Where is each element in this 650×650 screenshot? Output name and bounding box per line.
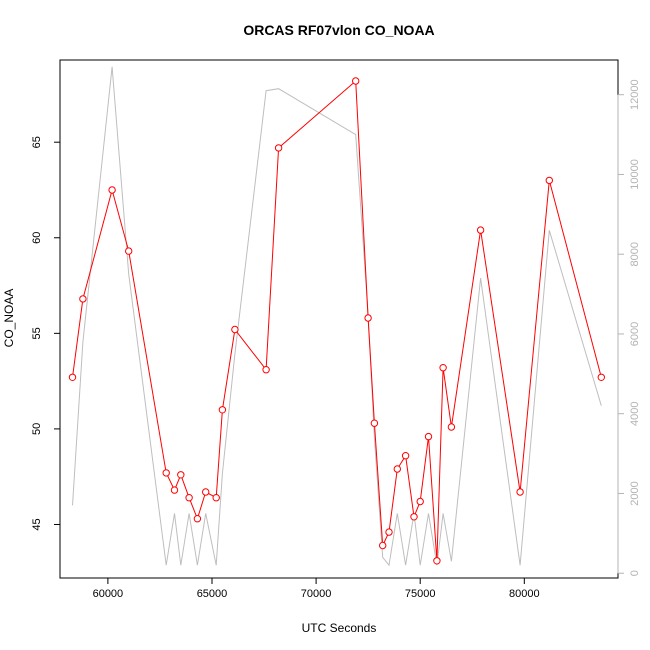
co-noaa-data-point — [424, 432, 433, 441]
co-noaa-data-point — [177, 471, 185, 479]
y2-tick-label: 8000 — [629, 242, 641, 266]
y2-tick-label: 0 — [629, 570, 641, 576]
y-axis-label: CO_NOAA — [2, 289, 16, 348]
y-tick-label: 60 — [31, 232, 43, 244]
co-noaa-data-point — [262, 366, 270, 374]
co-noaa-data-point — [416, 497, 424, 506]
co-noaa-data-point — [379, 541, 387, 550]
co-noaa-data-point — [218, 406, 227, 414]
co-noaa-data-point — [447, 423, 456, 431]
co-noaa-data-point — [410, 513, 418, 521]
y2-tick-label: 12000 — [629, 79, 641, 110]
co-noaa-data-point — [193, 515, 202, 523]
chart-title: ORCAS RF07vlon CO_NOAA — [243, 22, 434, 38]
co-noaa-data-point — [274, 144, 283, 152]
y-axis-left: 45 50 55 60 65 — [31, 136, 61, 531]
x-tick-label: 70000 — [301, 588, 332, 600]
y2-tick-label: 4000 — [629, 401, 641, 425]
co-noaa-data-point — [162, 469, 170, 477]
x-tick-label: 75000 — [405, 588, 436, 600]
y-tick-label: 65 — [31, 136, 43, 148]
co-noaa-data-point — [364, 314, 372, 322]
x-axis: 60000 65000 70000 75000 80000 — [93, 577, 540, 600]
secondary-series-line — [72, 66, 602, 567]
co-noaa-data-point — [68, 373, 77, 381]
co-noaa-data-point — [476, 226, 485, 234]
co-noaa-data-point — [79, 295, 87, 303]
plot-frame — [59, 59, 619, 579]
x-tick-label: 65000 — [197, 588, 228, 600]
co-noaa-data-point — [370, 419, 379, 427]
co-noaa-data-point — [108, 186, 116, 194]
co-noaa-data-point — [202, 488, 210, 496]
co-noaa-data-point — [433, 557, 441, 565]
co-noaa-data-point — [597, 373, 605, 381]
y2-tick-label: 10000 — [629, 159, 641, 190]
y-tick-label: 45 — [31, 518, 43, 530]
y-axis-right: 0 2000 4000 6000 8000 10000 12000 — [617, 79, 641, 576]
x-axis-label: UTC Seconds — [302, 621, 377, 635]
co-noaa-data-point — [401, 452, 410, 460]
co-noaa-data-point — [212, 494, 220, 502]
y-tick-label: 55 — [31, 327, 43, 339]
co-noaa-data-point — [516, 488, 524, 496]
co-noaa-data-point — [125, 247, 133, 255]
co-noaa-data-point — [545, 176, 553, 185]
co-noaa-data-point — [352, 77, 360, 85]
y2-tick-label: 2000 — [629, 481, 641, 505]
y2-tick-label: 6000 — [629, 322, 641, 346]
co-noaa-data-point — [170, 486, 179, 494]
x-tick-label: 60000 — [93, 588, 124, 600]
co-noaa-data-point — [439, 364, 447, 372]
co-noaa-data-point — [393, 465, 401, 473]
series-layer — [68, 66, 605, 567]
y-tick-label: 50 — [31, 423, 43, 435]
co-noaa-data-point — [231, 325, 239, 334]
co-noaa-data-point — [185, 494, 193, 502]
x-tick-label: 80000 — [509, 588, 540, 600]
co-noaa-data-point — [385, 528, 393, 536]
